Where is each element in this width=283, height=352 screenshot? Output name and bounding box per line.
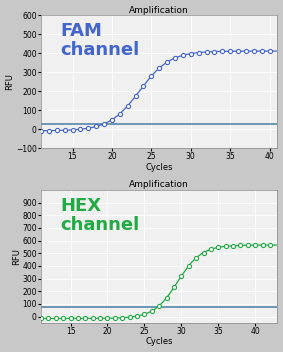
Title: Amplification: Amplification xyxy=(129,6,189,14)
Text: HEX
channel: HEX channel xyxy=(60,196,139,234)
X-axis label: Cycles: Cycles xyxy=(145,338,173,346)
Title: Amplification: Amplification xyxy=(129,180,189,189)
Text: FAM
channel: FAM channel xyxy=(60,22,139,59)
Y-axis label: RFU: RFU xyxy=(6,73,14,90)
Y-axis label: RFU: RFU xyxy=(12,248,21,265)
X-axis label: Cycles: Cycles xyxy=(145,163,173,172)
